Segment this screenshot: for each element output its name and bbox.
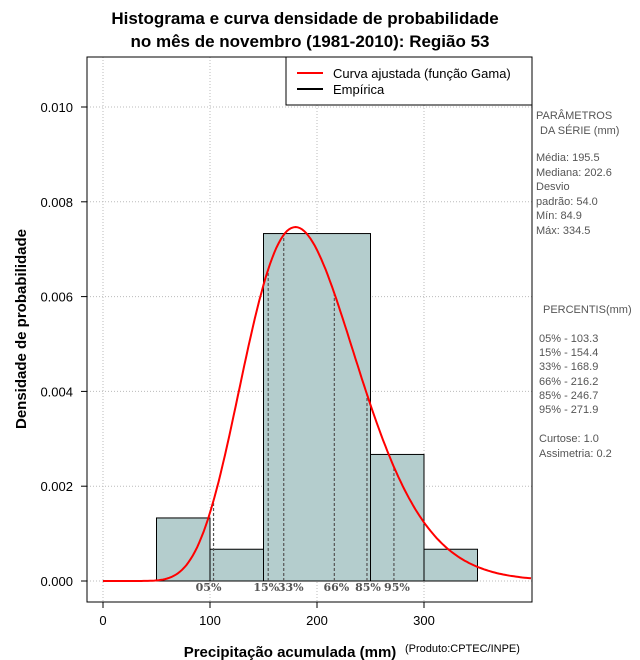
percentile-label: 33%	[278, 581, 304, 594]
histogram-bar	[423, 548, 478, 582]
chart-title-line1: Histograma e curva densidade de probabil…	[111, 9, 498, 28]
y-tick-label: 0.002	[40, 479, 73, 494]
percentil-line: 66% - 216.2	[539, 376, 598, 388]
legend: Curva ajustada (função Gama) Empírica	[285, 56, 533, 106]
ticks-layer: 0 100 200 300 0.000 0.002 0.004 0.006 0.008 0.010	[40, 100, 434, 628]
y-tick-label: 0.010	[40, 100, 73, 115]
param-line: padrão: 54.0	[536, 196, 598, 208]
percentile-label: 66%	[323, 581, 349, 594]
y-tick-label: 0.006	[40, 290, 73, 305]
percentil-line: 05% - 103.3	[539, 333, 598, 345]
percentil-line: 15% - 154.4	[539, 347, 598, 359]
percentile-label: 95%	[384, 581, 410, 594]
histogram-bar	[209, 548, 264, 582]
legend-label-empirical: Empírica	[333, 82, 385, 97]
percentil-line: 33% - 168.9	[539, 361, 598, 373]
y-tick-label: 0.008	[40, 195, 73, 210]
x-axis-title: Precipitação acumulada (mm)	[184, 644, 397, 660]
param-line: Mediana: 202.6	[536, 167, 612, 179]
stat-line: Assimetria: 0.2	[539, 448, 612, 460]
params-title-1: PARÂMETROS	[536, 109, 612, 122]
legend-box	[285, 56, 533, 106]
percentile-label: 15%	[253, 581, 279, 594]
percentis-title: PERCENTIS(mm)	[543, 304, 632, 316]
percentile-layer: 05% 15%33% 66% 85% 95%	[196, 234, 410, 594]
x-tick-label: 100	[199, 613, 221, 628]
legend-label-curve: Curva ajustada (função Gama)	[333, 66, 511, 81]
curve-layer	[103, 225, 532, 582]
chart-title-line2: no mês de novembro (1981-2010): Região 5…	[130, 32, 489, 51]
percentil-line: 85% - 246.7	[539, 390, 598, 402]
percentile-label: 85%	[355, 581, 381, 594]
y-tick-label: 0.000	[40, 574, 73, 589]
percentil-line: 95% - 271.9	[539, 404, 598, 416]
histogram-bar	[156, 517, 211, 582]
x-tick-label: 200	[306, 613, 328, 628]
percentile-label: 05%	[196, 581, 222, 594]
param-line: Desvio	[536, 181, 570, 193]
histogram-bar	[263, 233, 371, 582]
y-tick-label: 0.004	[40, 384, 73, 399]
side-panel: PARÂMETROS DA SÉRIE (mm) Média: 195.5 Me…	[536, 109, 632, 460]
x-tick-label: 300	[413, 613, 435, 628]
credit-label: (Produto:CPTEC/INPE)	[405, 643, 520, 655]
y-axis-title: Densidade de probabilidade	[13, 229, 30, 429]
param-line: Máx: 334.5	[536, 225, 590, 237]
params-title-2: DA SÉRIE (mm)	[540, 124, 619, 137]
x-tick-label: 0	[99, 613, 106, 628]
stat-line: Curtose: 1.0	[539, 433, 599, 445]
gamma-curve	[103, 225, 532, 582]
param-line: Mín: 84.9	[536, 210, 582, 222]
param-line: Média: 195.5	[536, 152, 600, 164]
